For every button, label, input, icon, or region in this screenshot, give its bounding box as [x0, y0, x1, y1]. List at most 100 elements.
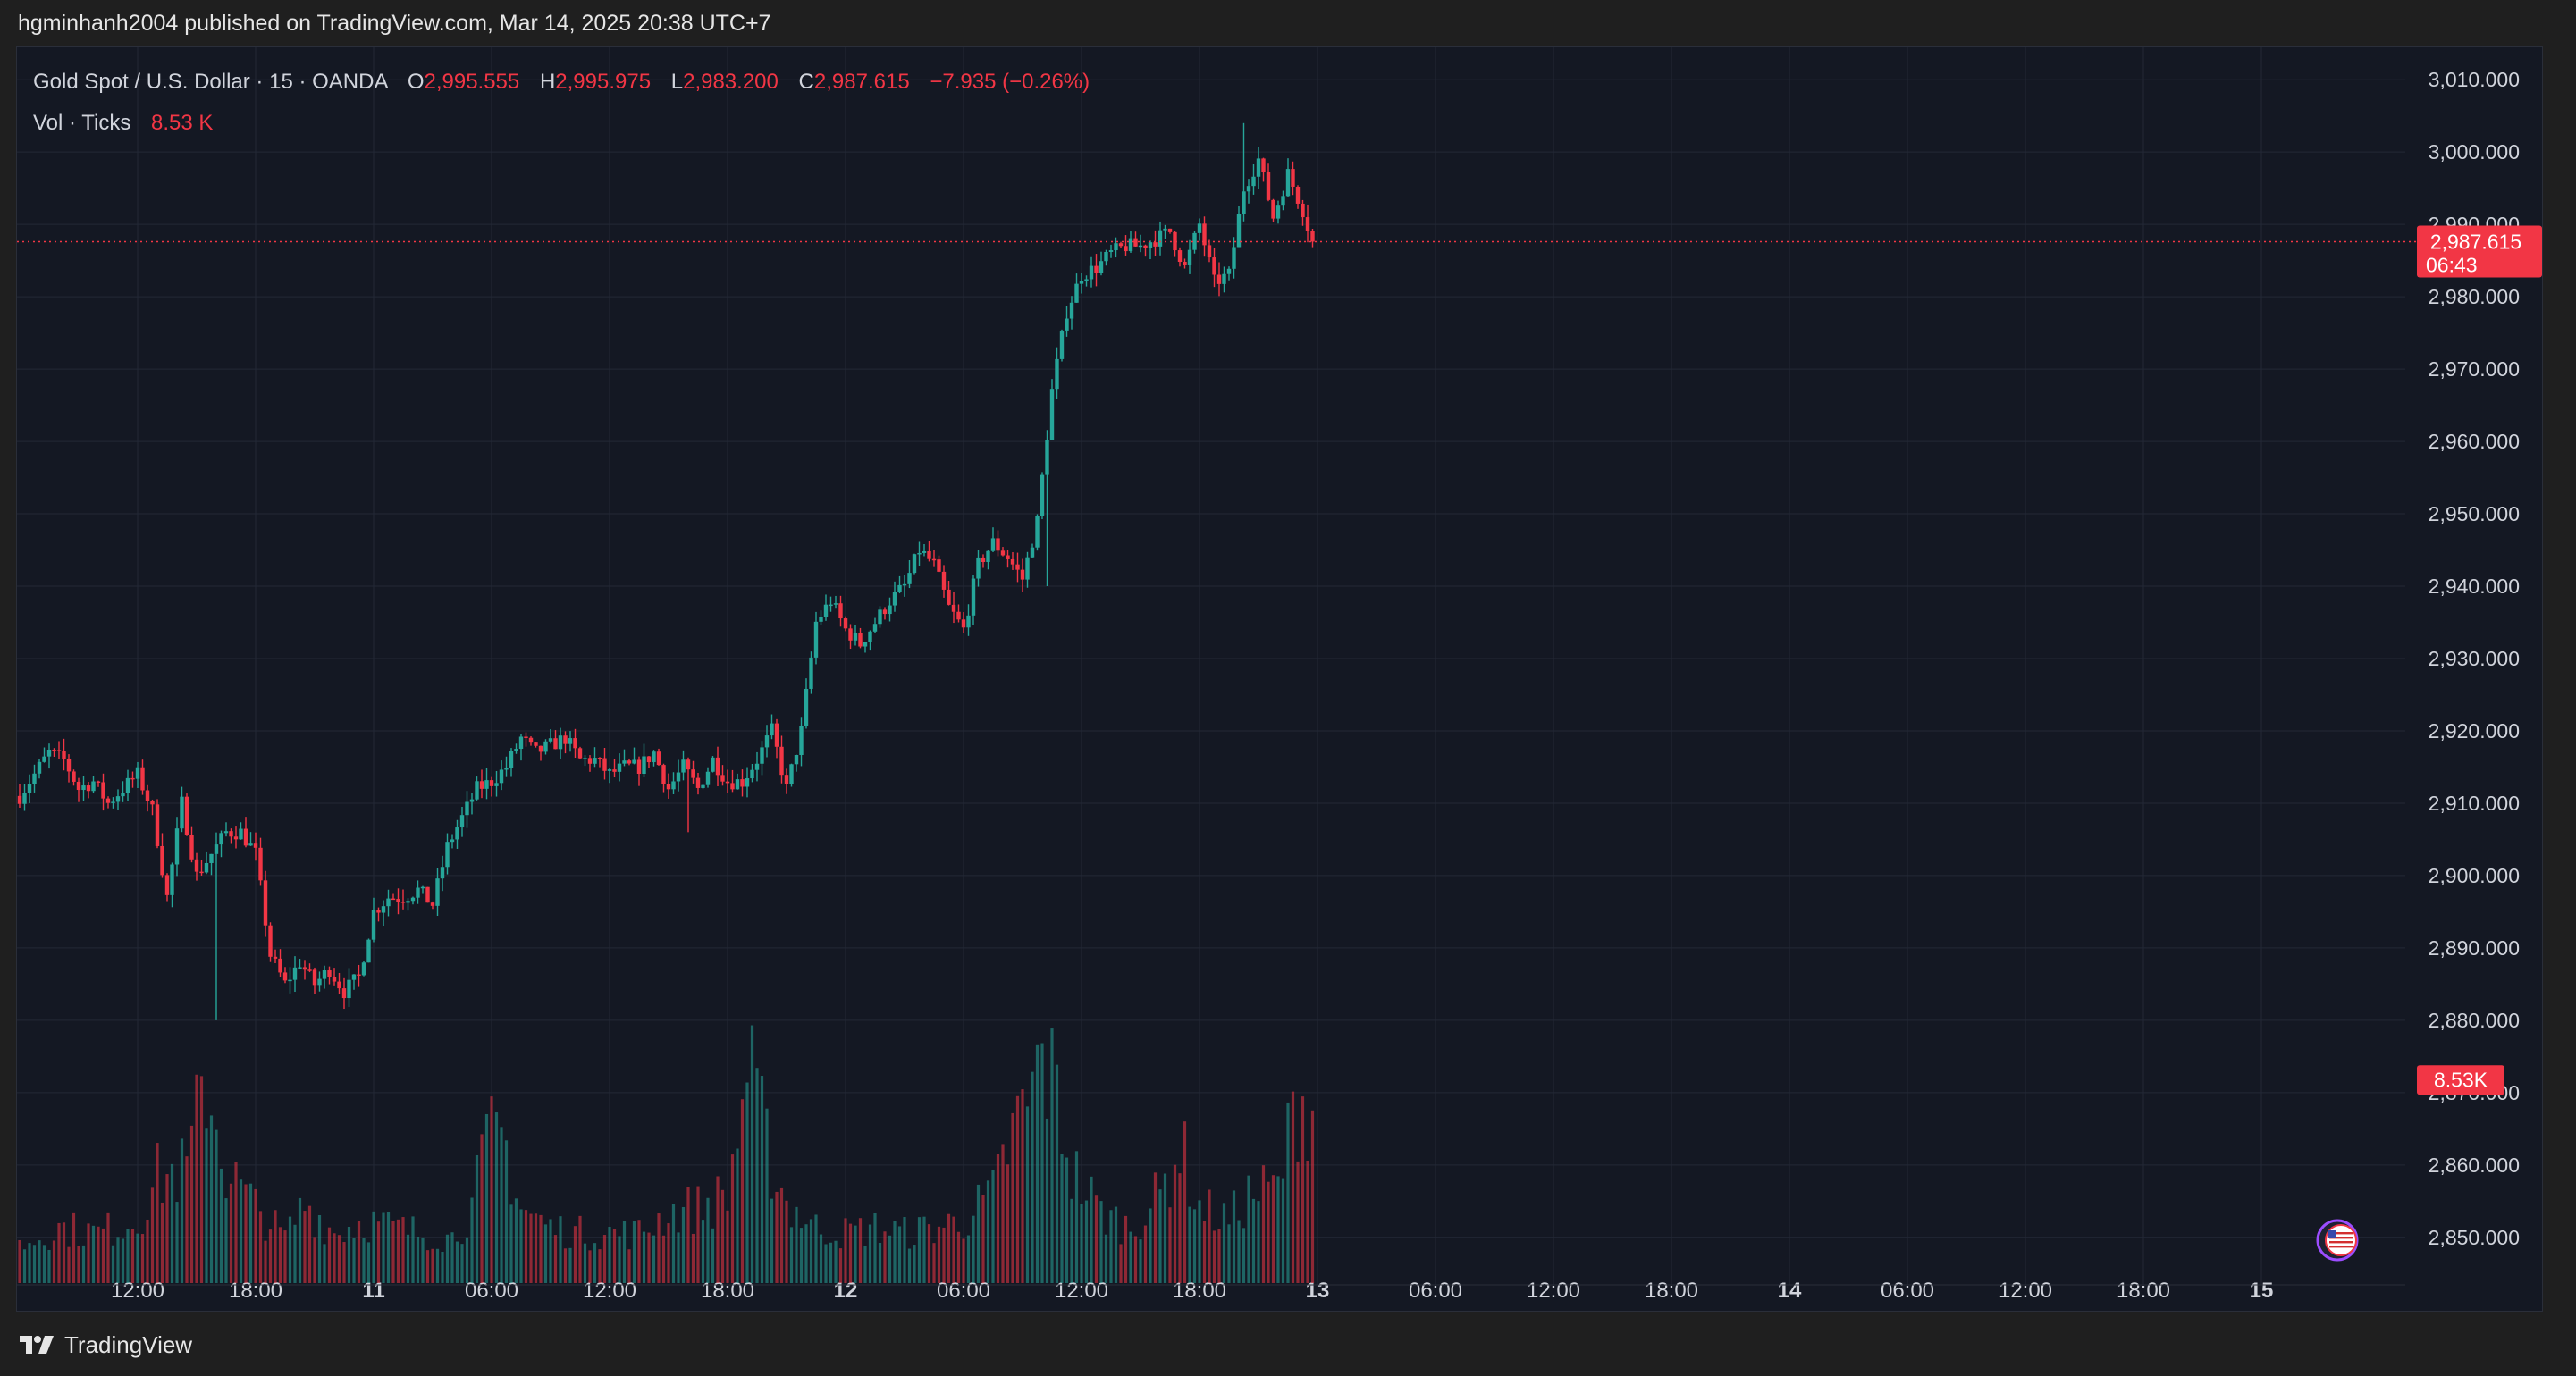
candle-body[interactable] — [627, 760, 632, 764]
candle-body[interactable] — [735, 779, 740, 790]
candle-body[interactable] — [715, 757, 720, 776]
candle-body[interactable] — [1079, 281, 1084, 284]
candle-body[interactable] — [435, 878, 440, 906]
candle-body[interactable] — [1128, 238, 1133, 252]
candle-body[interactable] — [1025, 557, 1030, 580]
candle-body[interactable] — [701, 784, 705, 788]
candle-body[interactable] — [730, 783, 735, 790]
candle-body[interactable] — [819, 617, 823, 622]
candle-body[interactable] — [1104, 252, 1108, 262]
candle-body[interactable] — [366, 939, 371, 963]
candle-body[interactable] — [1261, 158, 1266, 172]
candle-body[interactable] — [425, 886, 430, 903]
candle-body[interactable] — [1246, 186, 1251, 192]
candle-body[interactable] — [189, 835, 194, 860]
candle-body[interactable] — [691, 769, 695, 778]
candle-body[interactable] — [617, 763, 622, 772]
candle-body[interactable] — [666, 784, 671, 790]
candle-body[interactable] — [194, 859, 199, 872]
candle-body[interactable] — [1059, 330, 1065, 359]
candle-body[interactable] — [612, 769, 617, 772]
candle-body[interactable] — [1173, 231, 1177, 251]
candle-body[interactable] — [268, 925, 273, 957]
candle-body[interactable] — [676, 772, 681, 782]
candle-body[interactable] — [823, 604, 829, 617]
candle-body[interactable] — [76, 781, 81, 791]
candle-body[interactable] — [583, 758, 587, 759]
candle-body[interactable] — [1158, 230, 1163, 247]
candle-body[interactable] — [1035, 516, 1040, 548]
candle-body[interactable] — [135, 767, 140, 779]
candle-body[interactable] — [1187, 249, 1192, 265]
candle-body[interactable] — [140, 767, 145, 791]
candle-body[interactable] — [1094, 265, 1099, 273]
candle-body[interactable] — [121, 793, 125, 797]
candle-body[interactable] — [416, 887, 420, 898]
candle-body[interactable] — [307, 969, 312, 971]
candle-body[interactable] — [996, 538, 1000, 551]
candle-body[interactable] — [391, 898, 396, 901]
candle-body[interactable] — [602, 758, 607, 771]
candle-body[interactable] — [347, 979, 351, 999]
candle-body[interactable] — [357, 974, 361, 977]
candle-body[interactable] — [164, 875, 170, 895]
candle-body[interactable] — [858, 633, 863, 647]
candle-body[interactable] — [184, 796, 189, 835]
candle-body[interactable] — [1256, 158, 1261, 177]
candle-body[interactable] — [1183, 262, 1187, 265]
price-chart[interactable]: 3,010.0003,000.0002,990.0002,980.0002,97… — [17, 47, 2542, 1311]
candle-body[interactable] — [62, 751, 66, 759]
candle-body[interactable] — [22, 793, 27, 804]
candle-body[interactable] — [317, 978, 322, 986]
candle-body[interactable] — [931, 558, 937, 561]
candle-body[interactable] — [209, 853, 214, 863]
candle-body[interactable] — [258, 847, 263, 881]
candle-body[interactable] — [1216, 274, 1222, 284]
candle-body[interactable] — [489, 780, 494, 786]
candle-body[interactable] — [465, 801, 469, 816]
candle-body[interactable] — [878, 609, 882, 625]
candle-body[interactable] — [1069, 302, 1074, 319]
candle-body[interactable] — [843, 618, 848, 629]
candle-body[interactable] — [145, 790, 150, 801]
tradingview-brand[interactable]: TradingView — [18, 1330, 192, 1360]
candle-body[interactable] — [180, 796, 184, 829]
candle-body[interactable] — [1222, 273, 1226, 284]
candle-body[interactable] — [543, 741, 548, 752]
candle-body[interactable] — [1084, 279, 1089, 281]
candle-body[interactable] — [253, 843, 258, 848]
candle-body[interactable] — [1251, 176, 1256, 187]
candle-body[interactable] — [332, 977, 337, 982]
candle-body[interactable] — [72, 771, 76, 782]
candle-body[interactable] — [941, 571, 947, 590]
candle-body[interactable] — [219, 833, 223, 845]
candle-body[interactable] — [809, 657, 813, 689]
candle-body[interactable] — [745, 778, 750, 787]
candle-body[interactable] — [1202, 223, 1207, 246]
candle-body[interactable] — [312, 969, 317, 986]
candle-body[interactable] — [986, 550, 990, 563]
candle-body[interactable] — [681, 759, 686, 773]
candle-body[interactable] — [420, 886, 425, 889]
candle-body[interactable] — [1124, 246, 1128, 252]
candle-body[interactable] — [538, 745, 543, 752]
candle-body[interactable] — [514, 749, 518, 752]
candle-body[interactable] — [410, 897, 416, 902]
candle-body[interactable] — [1089, 265, 1094, 280]
candle-body[interactable] — [27, 784, 32, 793]
candle-body[interactable] — [1305, 217, 1310, 231]
candle-body[interactable] — [770, 723, 774, 736]
candle-body[interactable] — [150, 801, 155, 805]
candle-body[interactable] — [573, 738, 577, 749]
candle-body[interactable] — [868, 631, 872, 642]
candle-body[interactable] — [848, 628, 853, 641]
candle-body[interactable] — [813, 621, 819, 658]
candle-body[interactable] — [1055, 358, 1059, 390]
candle-body[interactable] — [298, 967, 302, 969]
candle-body[interactable] — [518, 736, 524, 750]
candle-body[interactable] — [799, 726, 804, 755]
candle-body[interactable] — [1138, 245, 1143, 248]
candle-body[interactable] — [1153, 242, 1158, 247]
candle-body[interactable] — [263, 880, 268, 926]
candle-body[interactable] — [469, 799, 475, 802]
